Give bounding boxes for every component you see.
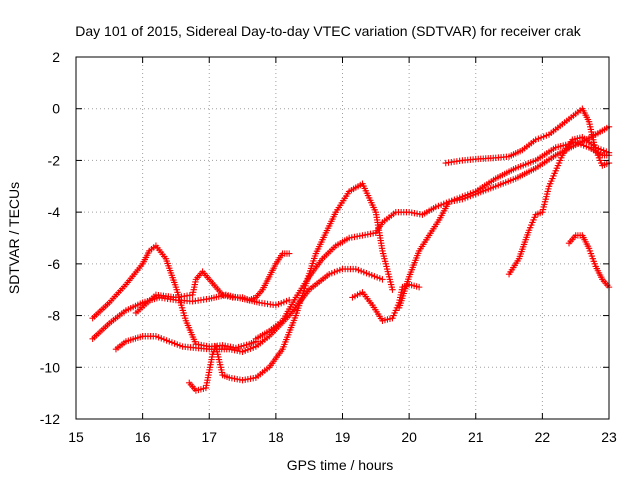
data-point-marker — [379, 276, 386, 283]
x-tick-label: 23 — [601, 429, 617, 445]
x-tick-label: 20 — [401, 429, 417, 445]
x-tick-label: 19 — [335, 429, 351, 445]
x-axis-label: GPS time / hours — [287, 457, 394, 473]
y-tick-label: -6 — [48, 256, 61, 272]
y-tick-label: 0 — [52, 101, 60, 117]
y-tick-label: -2 — [48, 152, 61, 168]
y-tick-label: -8 — [48, 308, 61, 324]
series-track-g — [349, 281, 423, 324]
series-track-j — [505, 133, 613, 278]
series-track-k — [565, 232, 613, 291]
series-track-h — [395, 139, 613, 312]
series-track-a — [89, 242, 260, 352]
data-point-marker — [389, 286, 396, 293]
x-tick-label: 22 — [535, 429, 551, 445]
axis-ticks — [75, 56, 610, 420]
data-point-marker — [286, 250, 293, 257]
y-tick-labels: 2 0 -2 -4 -6 -8 -10 -12 — [40, 49, 60, 427]
data-series — [89, 105, 613, 394]
x-tick-label: 18 — [268, 429, 284, 445]
series-line — [398, 141, 609, 308]
series-track-e — [186, 180, 396, 394]
series-track-d — [132, 250, 293, 317]
y-tick-label: -4 — [48, 204, 61, 220]
y-axis-label: SDTVAR / TECUs — [6, 182, 22, 294]
x-tick-labels: 15 16 17 18 19 20 21 22 23 — [68, 429, 617, 445]
x-tick-label: 21 — [468, 429, 484, 445]
y-tick-label: 2 — [52, 49, 60, 65]
plot-frame — [75, 56, 610, 420]
chart-title: Day 101 of 2015, Sidereal Day-to-day VTE… — [75, 23, 581, 39]
y-tick-label: -12 — [40, 411, 60, 427]
x-tick-label: 17 — [201, 429, 217, 445]
x-tick-label: 16 — [135, 429, 151, 445]
series-track-i — [442, 105, 613, 169]
y-tick-label: -10 — [40, 359, 60, 375]
grid-lines — [76, 57, 609, 419]
x-tick-label: 15 — [68, 429, 84, 445]
data-point-marker — [415, 283, 423, 291]
